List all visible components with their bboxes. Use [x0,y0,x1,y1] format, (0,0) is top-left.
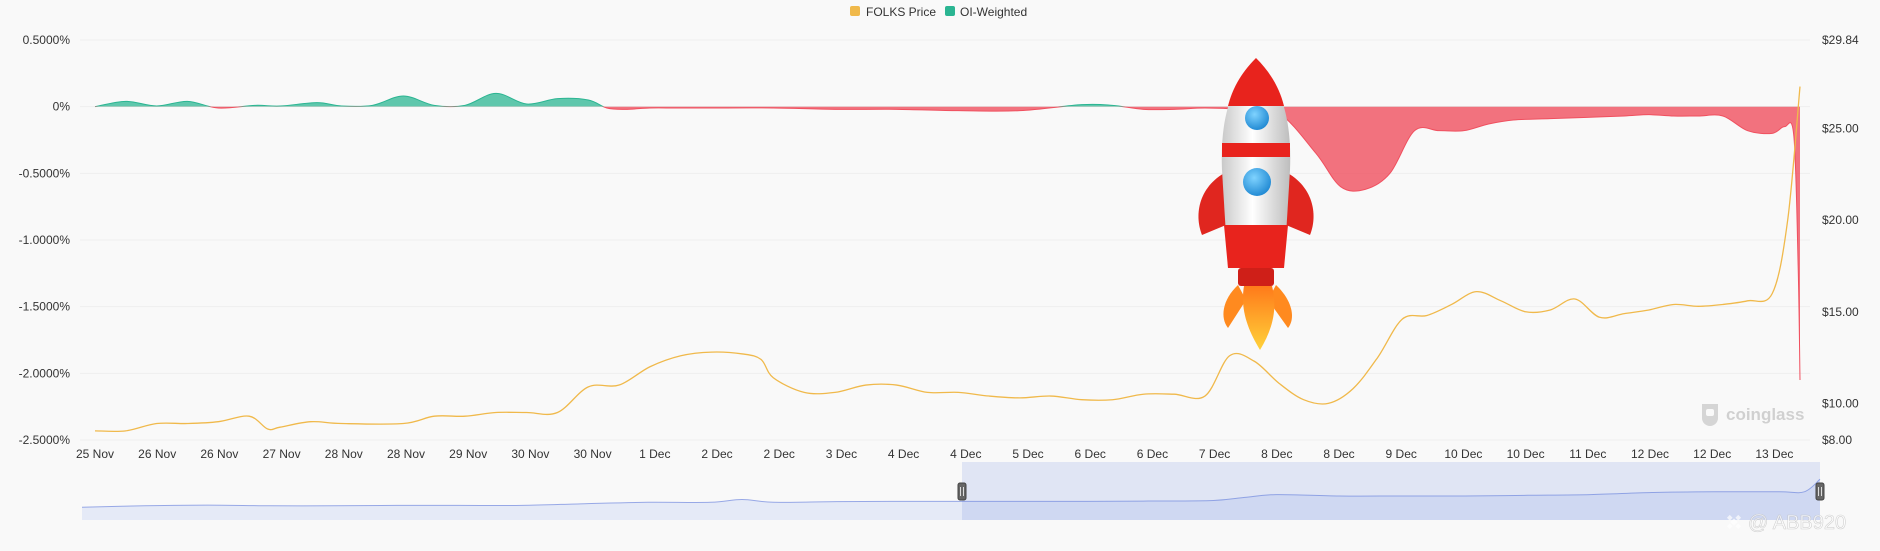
rocket-left-fin [1198,170,1230,235]
x-axis-tick-label: 6 Dec [1075,447,1106,461]
x-axis: 25 Nov 26 Nov 26 Nov 27 Nov 28 Nov 28 Nov 29 N… [76,447,1793,461]
navigator-handle-right[interactable] [1815,482,1825,501]
x-axis-tick-label: 6 Dec [1137,447,1168,461]
x-axis-tick-label: 11 Dec [1569,447,1606,461]
rocket-bottom-fin-left [1223,285,1246,328]
x-axis-tick-label: 29 Nov [449,447,487,461]
navigator-handle-left[interactable] [957,482,967,501]
x-axis-tick-label: 5 Dec [1012,447,1043,461]
legend: FOLKS Price OI-Weighted [850,5,1027,19]
rocket-nose [1228,58,1284,106]
price-series [94,86,1801,433]
x-axis-tick-label: 2 Dec [764,447,795,461]
navigator-selection[interactable] [962,462,1820,520]
rocket-bottom-fin-right [1268,285,1292,328]
oi-positive-area [95,93,1124,107]
x-axis-tick-label: 26 Nov [200,447,238,461]
x-axis-tick-label: 4 Dec [888,447,919,461]
rocket-stripe [1222,143,1290,157]
x-axis-tick-label: 27 Nov [263,447,301,461]
x-axis-tick-label: 28 Nov [325,447,363,461]
right-axis-tick-label: $25.00 [1822,122,1859,136]
x-axis-tick-label: 9 Dec [1386,447,1417,461]
rocket-sticker [1198,58,1314,350]
x-axis-tick-label: 4 Dec [950,447,981,461]
legend-item-price[interactable]: FOLKS Price [850,5,936,19]
left-axis-tick-label: 0.5000% [23,33,71,47]
x-axis-tick-label: 3 Dec [826,447,857,461]
rocket-window-top [1245,106,1269,130]
left-axis-tick-label: -2.5000% [19,433,71,447]
rocket-window-bottom [1243,168,1271,196]
legend-swatch-oi-weighted [945,6,955,16]
right-axis-tick-label: $15.00 [1822,305,1859,319]
x-axis-tick-label: 12 Dec [1693,447,1731,461]
navigator-area [82,479,1820,520]
oi-negative-line [94,106,1801,381]
gridlines [80,39,1810,441]
rocket-lower-body [1224,225,1288,268]
x-axis-tick-label: 8 Dec [1323,447,1354,461]
right-axis-tick-label: $20.00 [1822,213,1859,227]
legend-item-oi-weighted[interactable]: OI-Weighted [945,5,1027,19]
right-axis: $29.84 $25.00 $20.00 $15.00 $10.00 $8.00 [1822,33,1859,447]
legend-swatch-price [850,6,860,16]
left-axis-tick-label: -1.0000% [19,233,71,247]
left-axis-tick-label: 0% [53,100,71,114]
x-axis-tick-label: 2 Dec [701,447,732,461]
oi-weighted-area [94,92,1801,381]
x-axis-tick-label: 10 Dec [1444,447,1482,461]
left-axis-tick-label: -2.0000% [19,366,71,380]
navigator-line [81,478,1821,508]
left-axis-tick-label: -1.5000% [19,300,71,314]
x-axis-tick-label: 25 Nov [76,447,114,461]
rocket-body [1221,58,1291,268]
x-axis-tick-label: 10 Dec [1507,447,1545,461]
x-axis-tick-label: 30 Nov [574,447,612,461]
oi-negative-area [95,106,1800,380]
x-axis-tick-label: 30 Nov [511,447,549,461]
right-axis-tick-label: $8.00 [1822,433,1852,447]
legend-label-price: FOLKS Price [866,5,936,19]
right-axis-tick-label: $29.84 [1822,33,1859,47]
coinglass-wordmark: coinglass [1726,405,1804,424]
x-axis-tick-label: 1 Dec [639,447,670,461]
x-axis-tick-label: 12 Dec [1631,447,1669,461]
author-handle: @ ABB920 [1748,512,1846,534]
legend-label-oi-weighted: OI-Weighted [960,5,1027,19]
rocket-right-fin [1282,170,1314,235]
navigator[interactable] [81,460,1825,520]
x-axis-tick-label: 8 Dec [1261,447,1292,461]
x-axis-tick-label: 7 Dec [1199,447,1230,461]
x-axis-tick-label: 28 Nov [387,447,425,461]
x-axis-tick-label: 13 Dec [1755,447,1793,461]
coinglass-logo-icon [1702,404,1718,426]
oi-positive-line [94,92,1127,107]
left-axis: 0.5000% 0% -0.5000% -1.0000% -1.5000% -2.0000… [19,33,71,447]
right-axis-tick-label: $10.00 [1822,396,1859,410]
left-axis-tick-label: -0.5000% [19,166,71,180]
coinglass-watermark: coinglass [1702,404,1804,426]
rocket-flame [1242,286,1275,350]
price-line [94,86,1801,433]
x-axis-tick-label: 26 Nov [138,447,176,461]
rocket-nozzle [1238,268,1274,286]
